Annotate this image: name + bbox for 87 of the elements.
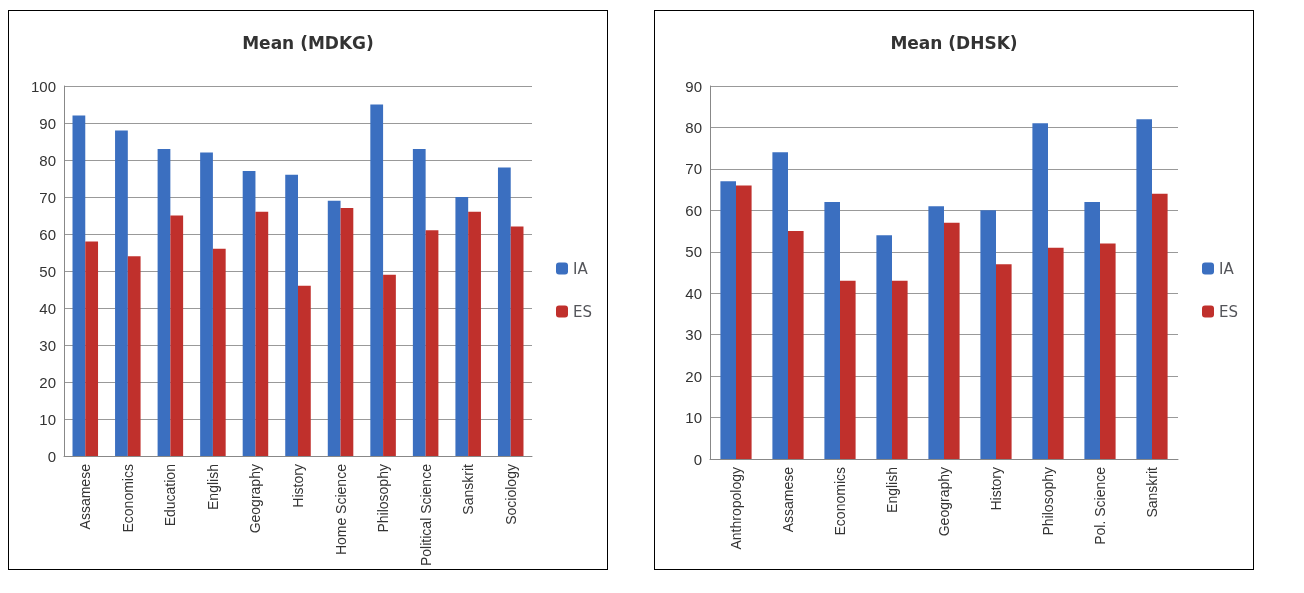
bar xyxy=(1100,243,1116,459)
y-tick-label: 30 xyxy=(685,326,702,344)
x-tick-label: Assamese xyxy=(77,463,94,530)
y-tick-label: 70 xyxy=(39,188,56,206)
bar xyxy=(980,210,996,459)
x-tick-label: Geography xyxy=(247,464,264,534)
bar xyxy=(892,280,908,459)
bar xyxy=(736,185,752,459)
bar xyxy=(772,152,788,459)
y-tick-label: 50 xyxy=(685,243,702,261)
y-tick-label: 0 xyxy=(693,450,702,468)
bar xyxy=(510,226,524,457)
bar xyxy=(455,197,469,457)
bar xyxy=(497,167,511,457)
y-tick-label: 40 xyxy=(39,299,56,317)
x-tick-label: English xyxy=(884,467,900,513)
bar xyxy=(468,211,481,457)
x-tick-label: Economics xyxy=(119,464,136,533)
x-tick-label: Pol. Science xyxy=(1092,466,1108,545)
bar xyxy=(127,256,141,457)
y-tick-label: 90 xyxy=(685,77,702,95)
bar xyxy=(1136,119,1152,459)
y-tick-label: 40 xyxy=(685,284,702,302)
y-tick-label: 10 xyxy=(685,409,702,427)
bar xyxy=(115,130,128,457)
bar xyxy=(1152,193,1168,459)
chart-title: Mean (MDKG) xyxy=(242,32,374,53)
legend-label: IA xyxy=(573,259,589,278)
bar xyxy=(996,264,1012,459)
bar xyxy=(788,231,804,459)
bar xyxy=(720,181,736,459)
legend-label: ES xyxy=(573,302,592,321)
bar xyxy=(1048,247,1064,459)
bar xyxy=(72,115,86,457)
x-tick-label: Sociology xyxy=(502,464,519,525)
bar xyxy=(383,274,396,457)
x-tick-label: Economics xyxy=(832,467,848,536)
y-tick-label: 100 xyxy=(30,77,56,95)
y-tick-label: 80 xyxy=(39,151,56,169)
y-tick-label: 20 xyxy=(39,373,56,391)
bar xyxy=(370,104,384,457)
bar xyxy=(298,285,311,457)
x-tick-label: English xyxy=(204,464,221,510)
x-tick-label: History xyxy=(988,467,1004,511)
bar xyxy=(840,280,856,459)
y-tick-label: 30 xyxy=(39,336,56,354)
bar xyxy=(944,222,960,459)
x-tick-label: Philosophy xyxy=(375,464,392,533)
x-tick-label: Anthropology xyxy=(728,467,744,550)
bar xyxy=(928,206,944,459)
x-tick-label: Education xyxy=(162,464,179,527)
y-tick-label: 0 xyxy=(47,447,56,465)
bar xyxy=(285,174,298,457)
bar xyxy=(876,235,892,459)
x-tick-label: Philosophy xyxy=(1040,467,1056,536)
y-tick-label: 60 xyxy=(39,225,56,243)
x-tick-label: Home Science xyxy=(332,463,349,556)
y-tick-label: 60 xyxy=(685,201,702,219)
bar xyxy=(1032,123,1048,459)
bar xyxy=(824,202,840,459)
bar xyxy=(242,171,256,457)
y-tick-label: 10 xyxy=(39,410,56,428)
x-tick-label: Political Science xyxy=(417,463,434,566)
y-tick-label: 70 xyxy=(685,160,702,178)
bar xyxy=(255,211,269,457)
bar xyxy=(340,208,354,457)
chart-title: Mean (DHSK) xyxy=(890,32,1018,53)
bar xyxy=(327,200,341,457)
y-tick-label: 50 xyxy=(39,262,56,280)
x-tick-label: History xyxy=(290,464,306,508)
y-tick-label: 80 xyxy=(685,118,702,136)
y-tick-label: 90 xyxy=(39,114,56,132)
legend-label: IA xyxy=(1219,259,1235,278)
x-tick-label: Sanskrit xyxy=(1144,466,1160,518)
x-tick-label: Assamese xyxy=(780,466,796,533)
y-tick-label: 20 xyxy=(685,367,702,385)
x-tick-label: Sanskrit xyxy=(460,463,477,515)
bar xyxy=(85,241,99,457)
bar xyxy=(212,248,226,457)
bar xyxy=(425,230,439,457)
bar xyxy=(1084,202,1100,459)
bar xyxy=(170,215,184,457)
bar xyxy=(412,148,426,457)
legend-label: ES xyxy=(1219,302,1238,321)
bar xyxy=(157,148,171,457)
x-tick-label: Geography xyxy=(936,467,952,537)
bar xyxy=(200,152,213,457)
